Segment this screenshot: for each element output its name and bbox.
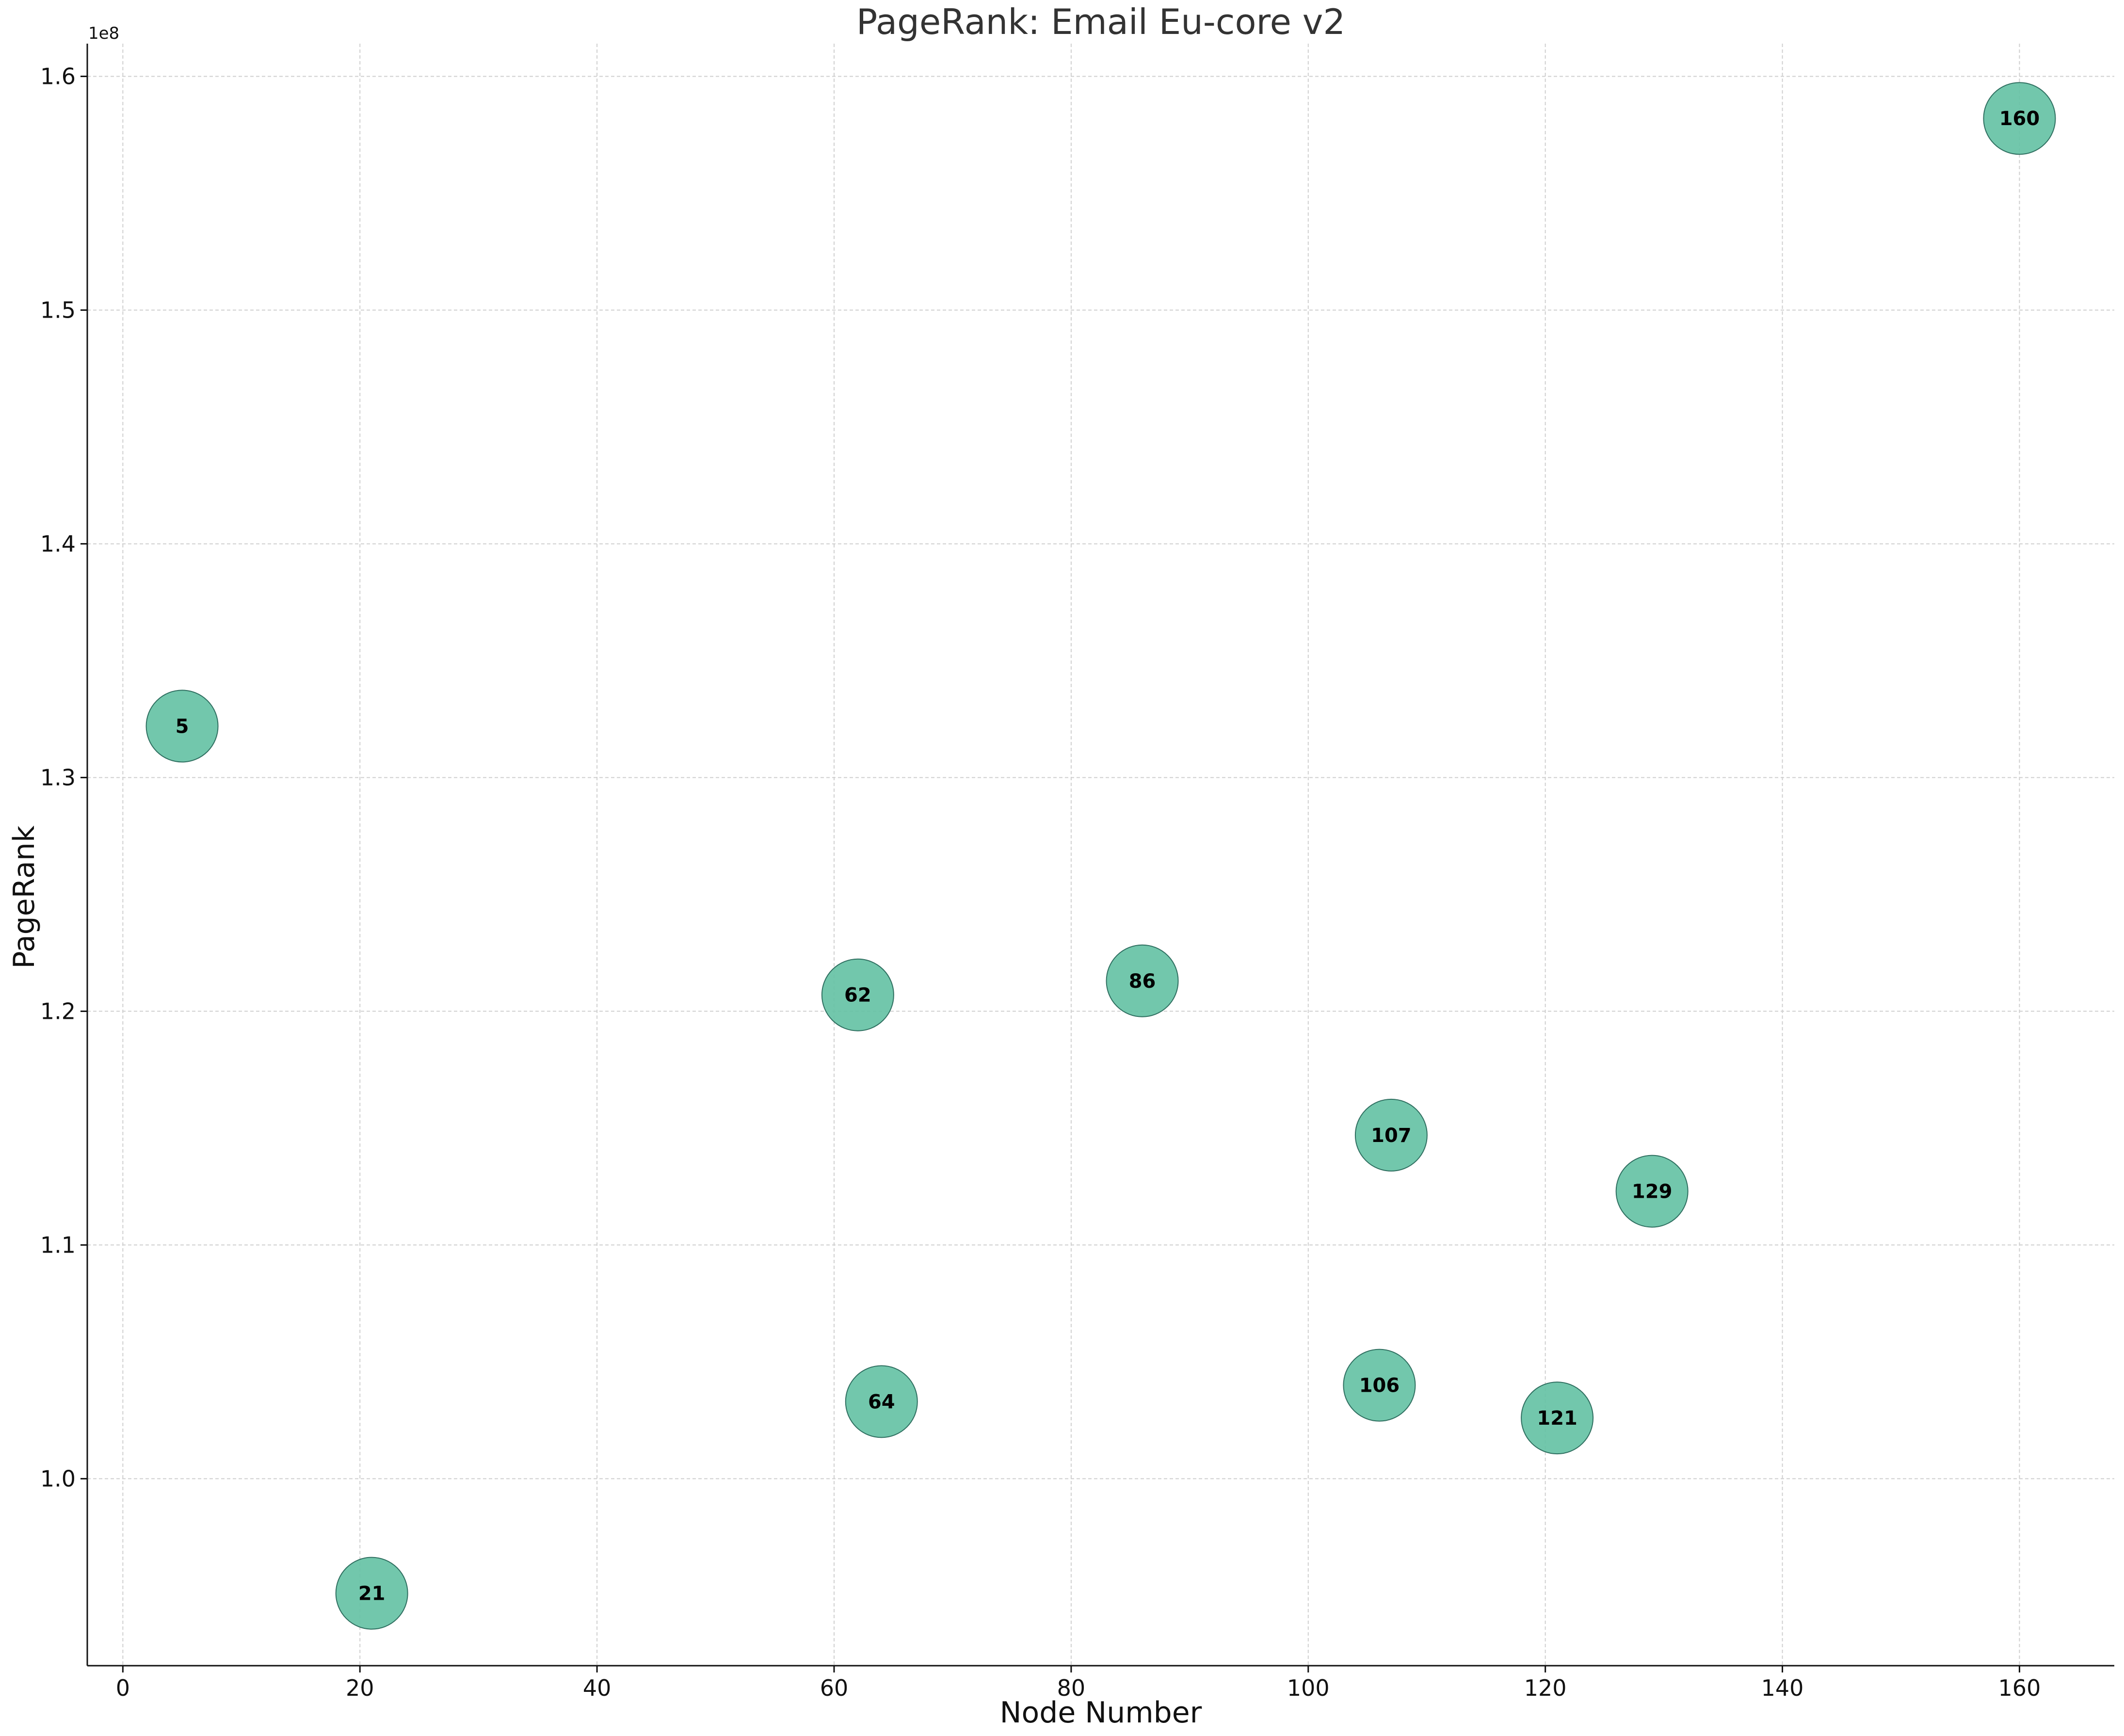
data-point [821, 958, 894, 1031]
grid [87, 44, 2114, 1666]
data-point-label: 21 [358, 1583, 386, 1605]
x-tick-label: 160 [1998, 1675, 2041, 1701]
data-point-label: 64 [868, 1391, 895, 1413]
data-point-label: 129 [1632, 1181, 1673, 1203]
data-point-label: 86 [1129, 970, 1156, 993]
x-tick-label: 120 [1524, 1675, 1567, 1701]
x-tick-label: 140 [1761, 1675, 1804, 1701]
y-offset-label: 1e8 [88, 24, 119, 43]
ticks: 0 20 40 60 80 100 120 140 160 1.0 1.1 1.2 1.3 1.4 1.5 1… [40, 63, 2041, 1701]
data-point [335, 1557, 408, 1630]
y-tick-label: 1.5 [40, 297, 76, 323]
axes [86, 44, 2114, 1667]
data-point [1615, 1155, 1689, 1228]
x-tick-label: 60 [820, 1675, 849, 1701]
data-point-label: 106 [1359, 1375, 1400, 1397]
y-tick-label: 1.1 [40, 1232, 76, 1258]
y-tick-label: 1.3 [40, 764, 76, 790]
y-axis-label: PageRank [7, 825, 41, 968]
data-point-label: 107 [1371, 1125, 1412, 1147]
y-tick-label: 1.4 [40, 530, 76, 557]
data-point-label: 121 [1537, 1407, 1577, 1430]
data-point [845, 1365, 918, 1438]
data-points: 5 21 62 64 86 106 107 121 129 160 [145, 82, 2056, 1630]
data-point [1343, 1349, 1416, 1422]
x-axis-label: Node Number [1000, 1696, 1202, 1730]
y-tick-label: 1.6 [40, 63, 76, 89]
data-point-label: 5 [176, 715, 189, 738]
data-point [145, 690, 219, 763]
x-tick-label: 20 [346, 1675, 374, 1701]
x-tick-label: 0 [116, 1675, 130, 1701]
x-tick-label: 100 [1287, 1675, 1330, 1701]
data-point [1354, 1098, 1428, 1172]
x-tick-label: 80 [1057, 1675, 1086, 1701]
y-tick-label: 1.0 [40, 1465, 76, 1492]
y-tick-label: 1.2 [40, 998, 76, 1024]
data-point-label: 62 [844, 984, 871, 1007]
x-tick-label: 40 [583, 1675, 611, 1701]
data-point [1983, 82, 2056, 155]
chart-title: PageRank: Email Eu-core v2 [856, 1, 1345, 42]
data-point-label: 160 [1999, 108, 2040, 130]
data-point [1106, 944, 1179, 1017]
data-point [1521, 1382, 1594, 1455]
